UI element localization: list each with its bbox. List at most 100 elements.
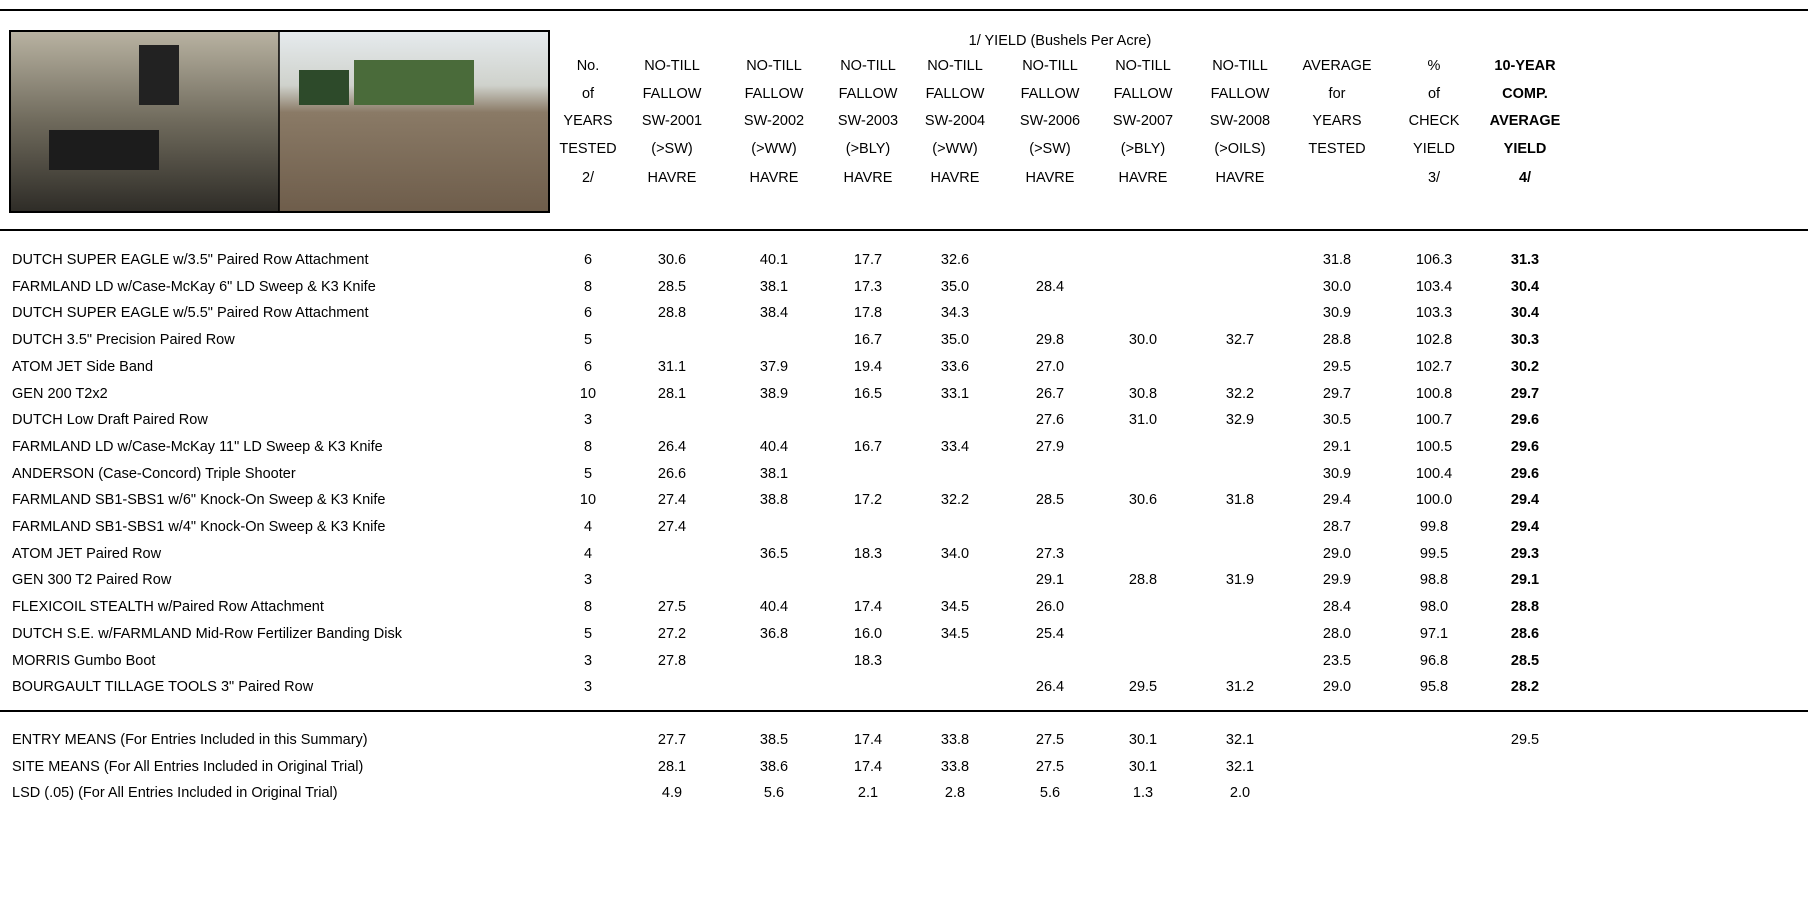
- column-header: TESTED: [559, 141, 617, 157]
- cell: 8: [583, 599, 593, 616]
- cell: 106.3: [1415, 252, 1453, 268]
- cell: 29.8: [1035, 332, 1065, 349]
- column-header: for: [1328, 86, 1346, 102]
- cell: 28.2: [1510, 679, 1540, 696]
- column-header: YIELD: [1413, 141, 1455, 157]
- cell: 16.7: [853, 332, 883, 349]
- cell: 18.3: [853, 652, 883, 669]
- column-header: of: [1427, 86, 1441, 102]
- column-header: FALLOW: [744, 86, 804, 102]
- cell: 95.8: [1419, 679, 1449, 696]
- column-header: HAVRE: [1025, 170, 1075, 186]
- cell: 40.1: [759, 252, 789, 268]
- column-header: SW-2003: [837, 113, 899, 129]
- cell: 26.7: [1035, 385, 1065, 402]
- column-header: AVERAGE: [1302, 58, 1372, 74]
- row-label: DUTCH SUPER EAGLE w/5.5" Paired Row Atta…: [12, 305, 369, 322]
- cell: 27.5: [1035, 758, 1065, 775]
- column-header: SW-2002: [743, 113, 805, 129]
- cell: 97.1: [1419, 625, 1449, 642]
- cell: 5: [583, 625, 593, 642]
- cell: 29.4: [1510, 492, 1540, 509]
- column-header: 3/: [1427, 170, 1441, 186]
- column-header: 4/: [1518, 170, 1532, 186]
- cell: 19.4: [853, 358, 883, 375]
- column-header: FALLOW: [1113, 86, 1173, 102]
- cell: 28.0: [1322, 625, 1352, 642]
- column-header: FALLOW: [1020, 86, 1080, 102]
- cell: 38.1: [759, 278, 789, 295]
- cell: 30.4: [1510, 278, 1540, 295]
- cell: 33.4: [940, 438, 970, 455]
- cell: 98.8: [1419, 572, 1449, 589]
- row-label: ENTRY MEANS (For Entries Included in thi…: [12, 732, 368, 748]
- cell: 30.0: [1322, 278, 1352, 295]
- cell: 32.2: [1225, 385, 1255, 402]
- cell: 36.8: [759, 625, 789, 642]
- cell: 17.2: [853, 492, 883, 509]
- cell: 29.1: [1035, 572, 1065, 589]
- cell: 6: [583, 252, 593, 268]
- cell: 30.8: [1128, 385, 1158, 402]
- column-header: CHECK: [1408, 113, 1460, 129]
- cell: 34.0: [940, 545, 970, 562]
- cell: 10: [579, 492, 597, 509]
- row-label: FARMLAND SB1-SBS1 w/6" Knock-On Sweep & …: [12, 492, 386, 509]
- cell: 27.9: [1035, 438, 1065, 455]
- row-label: LSD (.05) (For All Entries Included in O…: [12, 785, 338, 801]
- row-label: DUTCH S.E. w/FARMLAND Mid-Row Fertilizer…: [12, 625, 402, 642]
- cell: 27.0: [1035, 358, 1065, 375]
- cell: 10: [579, 385, 597, 402]
- cell: 17.8: [853, 305, 883, 322]
- column-header: NO-TILL: [1115, 58, 1171, 74]
- row-label: ATOM JET Side Band: [12, 358, 154, 375]
- cell: 30.3: [1510, 332, 1540, 349]
- column-header: TESTED: [1308, 141, 1366, 157]
- cell: 100.0: [1415, 492, 1453, 509]
- top-rule: [0, 9, 1808, 11]
- cell: 2.1: [857, 785, 879, 801]
- column-header: NO-TILL: [840, 58, 896, 74]
- cell: 2.8: [944, 785, 966, 801]
- cell: 26.0: [1035, 599, 1065, 616]
- column-header: FALLOW: [1210, 86, 1270, 102]
- cell: 32.7: [1225, 332, 1255, 349]
- row-label: GEN 200 T2x2: [12, 385, 108, 402]
- row-label: DUTCH SUPER EAGLE w/3.5" Paired Row Atta…: [12, 252, 369, 268]
- row-label: DUTCH 3.5" Precision Paired Row: [12, 332, 235, 349]
- column-header: YEARS: [563, 113, 613, 129]
- cell: 16.5: [853, 385, 883, 402]
- column-header: (>SW): [651, 141, 693, 157]
- cell: 27.7: [657, 732, 687, 748]
- cell: 28.8: [1128, 572, 1158, 589]
- column-header: (>WW): [751, 141, 797, 157]
- cell: 29.9: [1322, 572, 1352, 589]
- cell: 38.9: [759, 385, 789, 402]
- cell: 32.6: [940, 252, 970, 268]
- cell: 28.1: [657, 758, 687, 775]
- cell: 16.7: [853, 438, 883, 455]
- cell: 99.8: [1419, 519, 1449, 535]
- cell: 36.5: [759, 545, 789, 562]
- cell: 3: [583, 652, 593, 669]
- photo-detail: [299, 70, 349, 105]
- row-label: FARMLAND LD w/Case-McKay 6" LD Sweep & K…: [12, 278, 376, 295]
- cell: 29.1: [1510, 572, 1540, 589]
- cell: 30.1: [1128, 732, 1158, 748]
- cell: 28.8: [1510, 599, 1540, 616]
- cell: 28.4: [1035, 278, 1065, 295]
- cell: 29.5: [1510, 732, 1540, 748]
- cell: 8: [583, 438, 593, 455]
- cell: 3: [583, 412, 593, 429]
- row-label: FARMLAND SB1-SBS1 w/4" Knock-On Sweep & …: [12, 519, 386, 535]
- cell: 29.3: [1510, 545, 1540, 562]
- cell: 29.6: [1510, 438, 1540, 455]
- cell: 31.9: [1225, 572, 1255, 589]
- cell: 4: [583, 545, 593, 562]
- row-label: ANDERSON (Case-Concord) Triple Shooter: [12, 465, 296, 482]
- column-header: HAVRE: [1215, 170, 1265, 186]
- column-header: AVERAGE: [1489, 113, 1561, 129]
- column-header: (>BLY): [845, 141, 891, 157]
- column-header: SW-2007: [1112, 113, 1174, 129]
- cell: 29.7: [1322, 385, 1352, 402]
